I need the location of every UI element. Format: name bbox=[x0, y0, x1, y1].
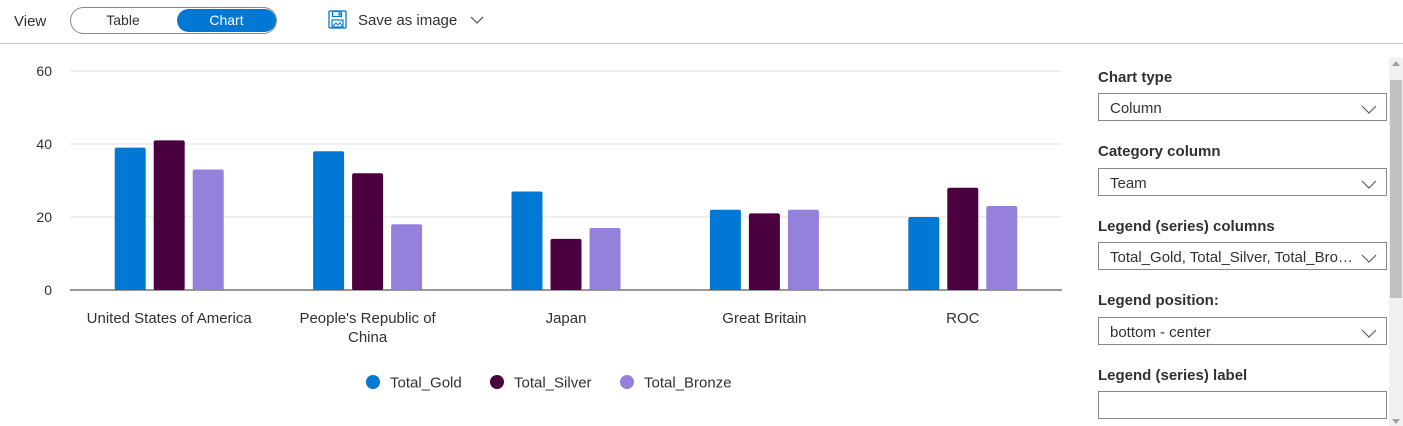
legend-series-columns-value: Total_Gold, Total_Silver, Total_Bronze bbox=[1110, 249, 1360, 266]
legend-series-label-input[interactable] bbox=[1098, 391, 1387, 419]
x-category-label: United States of America bbox=[87, 310, 253, 327]
bar-total-gold bbox=[313, 151, 345, 290]
x-category-label: China bbox=[348, 329, 388, 346]
bar-total-bronze bbox=[589, 227, 621, 290]
legend-marker bbox=[490, 375, 504, 389]
scroll-up-arrow-icon[interactable] bbox=[1392, 61, 1400, 66]
save-as-image-label: Save as image bbox=[358, 12, 458, 29]
bar-total-silver bbox=[550, 238, 582, 290]
bar-total-silver bbox=[153, 140, 185, 290]
y-tick-label: 40 bbox=[36, 136, 52, 152]
x-category-label: Great Britain bbox=[722, 310, 806, 327]
legend-series-label-label: Legend (series) label bbox=[1098, 367, 1248, 384]
category-column-dropdown[interactable]: Team bbox=[1098, 168, 1387, 196]
legend-label: Total_Silver bbox=[514, 375, 592, 392]
column-chart: 0 20 40 60 United States of America People's … bbox=[36, 63, 1062, 392]
x-category-label: People's Republic of bbox=[299, 310, 436, 327]
chart-type-label: Chart type bbox=[1098, 69, 1173, 86]
legend-marker bbox=[620, 375, 634, 389]
scroll-down-arrow-icon[interactable] bbox=[1392, 419, 1400, 424]
x-category-label: ROC bbox=[946, 310, 980, 327]
save-image-icon bbox=[328, 10, 348, 35]
chevron-down-icon bbox=[1361, 177, 1377, 195]
legend-series-columns-label: Legend (series) columns bbox=[1098, 218, 1275, 235]
chevron-down-icon bbox=[1361, 102, 1377, 120]
chart-type-value: Column bbox=[1110, 100, 1162, 117]
chart-type-dropdown[interactable]: Column bbox=[1098, 93, 1387, 121]
legend-series-columns-dropdown[interactable]: Total_Gold, Total_Silver, Total_Bronze bbox=[1098, 242, 1387, 270]
y-tick-label: 20 bbox=[36, 209, 52, 225]
legend-marker bbox=[366, 375, 380, 389]
view-label: View bbox=[14, 13, 47, 30]
bar-total-gold bbox=[511, 191, 543, 290]
chevron-down-icon bbox=[1361, 251, 1377, 269]
bar-total-gold bbox=[709, 209, 741, 290]
category-column-value: Team bbox=[1110, 175, 1147, 192]
panel-scrollbar[interactable] bbox=[1389, 58, 1403, 426]
x-category-label: Japan bbox=[546, 310, 587, 327]
bar-total-bronze bbox=[391, 224, 423, 290]
bar-total-bronze bbox=[787, 209, 819, 290]
scrollbar-thumb[interactable] bbox=[1390, 80, 1402, 298]
chevron-down-icon bbox=[1361, 326, 1377, 344]
bar-total-silver bbox=[947, 187, 979, 290]
legend-position-dropdown[interactable]: bottom - center bbox=[1098, 317, 1387, 345]
y-tick-label: 60 bbox=[36, 63, 52, 79]
chart-view-option[interactable]: Chart bbox=[177, 9, 276, 32]
toolbar: View Table Chart Save as image bbox=[0, 0, 1403, 44]
chevron-down-icon bbox=[470, 13, 484, 32]
bar-total-bronze bbox=[986, 206, 1018, 290]
legend-position-value: bottom - center bbox=[1110, 324, 1211, 341]
bar-total-bronze bbox=[192, 169, 224, 290]
y-tick-label: 0 bbox=[44, 282, 52, 298]
legend-label: Total_Gold bbox=[390, 375, 462, 392]
table-view-option[interactable]: Table bbox=[106, 12, 140, 28]
legend-position-label: Legend position: bbox=[1098, 292, 1219, 309]
bar-total-gold bbox=[114, 147, 146, 290]
bar-total-gold bbox=[908, 217, 940, 290]
bar-total-silver bbox=[352, 173, 384, 290]
bar-total-silver bbox=[748, 213, 780, 290]
category-column-label: Category column bbox=[1098, 143, 1221, 160]
legend-label: Total_Bronze bbox=[644, 375, 732, 392]
view-toggle: Table Chart bbox=[70, 7, 277, 34]
chart-settings-panel: Chart type Column Category column Team L… bbox=[1098, 44, 1388, 426]
